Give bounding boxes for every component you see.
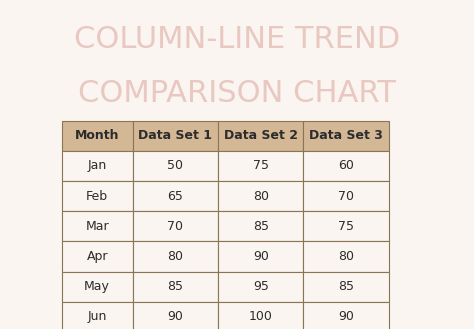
Text: Apr: Apr xyxy=(86,250,108,263)
Text: Mar: Mar xyxy=(85,220,109,233)
FancyBboxPatch shape xyxy=(133,241,218,271)
Text: Data Set 2: Data Set 2 xyxy=(224,129,298,142)
FancyBboxPatch shape xyxy=(133,151,218,181)
Text: Jun: Jun xyxy=(88,310,107,323)
FancyBboxPatch shape xyxy=(62,121,133,151)
Text: Jan: Jan xyxy=(88,160,107,172)
Text: 70: 70 xyxy=(338,190,354,203)
FancyBboxPatch shape xyxy=(303,121,389,151)
Text: 75: 75 xyxy=(338,220,354,233)
FancyBboxPatch shape xyxy=(133,271,218,302)
FancyBboxPatch shape xyxy=(218,271,303,302)
FancyBboxPatch shape xyxy=(303,302,389,329)
Text: 85: 85 xyxy=(253,220,269,233)
Text: COMPARISON CHART: COMPARISON CHART xyxy=(78,79,396,108)
FancyBboxPatch shape xyxy=(303,211,389,241)
Text: 75: 75 xyxy=(253,160,269,172)
FancyBboxPatch shape xyxy=(133,211,218,241)
Text: COLUMN-LINE TREND: COLUMN-LINE TREND xyxy=(74,25,400,54)
Text: 85: 85 xyxy=(167,280,183,293)
Text: May: May xyxy=(84,280,110,293)
Text: 90: 90 xyxy=(167,310,183,323)
FancyBboxPatch shape xyxy=(303,271,389,302)
FancyBboxPatch shape xyxy=(218,151,303,181)
FancyBboxPatch shape xyxy=(218,302,303,329)
FancyBboxPatch shape xyxy=(218,211,303,241)
Text: 85: 85 xyxy=(338,280,354,293)
FancyBboxPatch shape xyxy=(303,181,389,211)
Text: Feb: Feb xyxy=(86,190,108,203)
Text: 50: 50 xyxy=(167,160,183,172)
Text: Month: Month xyxy=(75,129,119,142)
FancyBboxPatch shape xyxy=(133,121,218,151)
FancyBboxPatch shape xyxy=(62,302,133,329)
Text: Data Set 3: Data Set 3 xyxy=(309,129,383,142)
FancyBboxPatch shape xyxy=(62,211,133,241)
FancyBboxPatch shape xyxy=(218,181,303,211)
Text: 90: 90 xyxy=(338,310,354,323)
FancyBboxPatch shape xyxy=(218,241,303,271)
Text: 100: 100 xyxy=(249,310,273,323)
FancyBboxPatch shape xyxy=(303,241,389,271)
FancyBboxPatch shape xyxy=(218,121,303,151)
Text: 80: 80 xyxy=(338,250,354,263)
FancyBboxPatch shape xyxy=(62,181,133,211)
Text: 90: 90 xyxy=(253,250,269,263)
Text: 80: 80 xyxy=(253,190,269,203)
Text: 70: 70 xyxy=(167,220,183,233)
Text: 60: 60 xyxy=(338,160,354,172)
FancyBboxPatch shape xyxy=(62,241,133,271)
FancyBboxPatch shape xyxy=(303,151,389,181)
FancyBboxPatch shape xyxy=(62,271,133,302)
Text: 80: 80 xyxy=(167,250,183,263)
FancyBboxPatch shape xyxy=(133,302,218,329)
FancyBboxPatch shape xyxy=(133,181,218,211)
FancyBboxPatch shape xyxy=(62,151,133,181)
Text: Data Set 1: Data Set 1 xyxy=(138,129,212,142)
Text: 65: 65 xyxy=(167,190,183,203)
Text: 95: 95 xyxy=(253,280,269,293)
